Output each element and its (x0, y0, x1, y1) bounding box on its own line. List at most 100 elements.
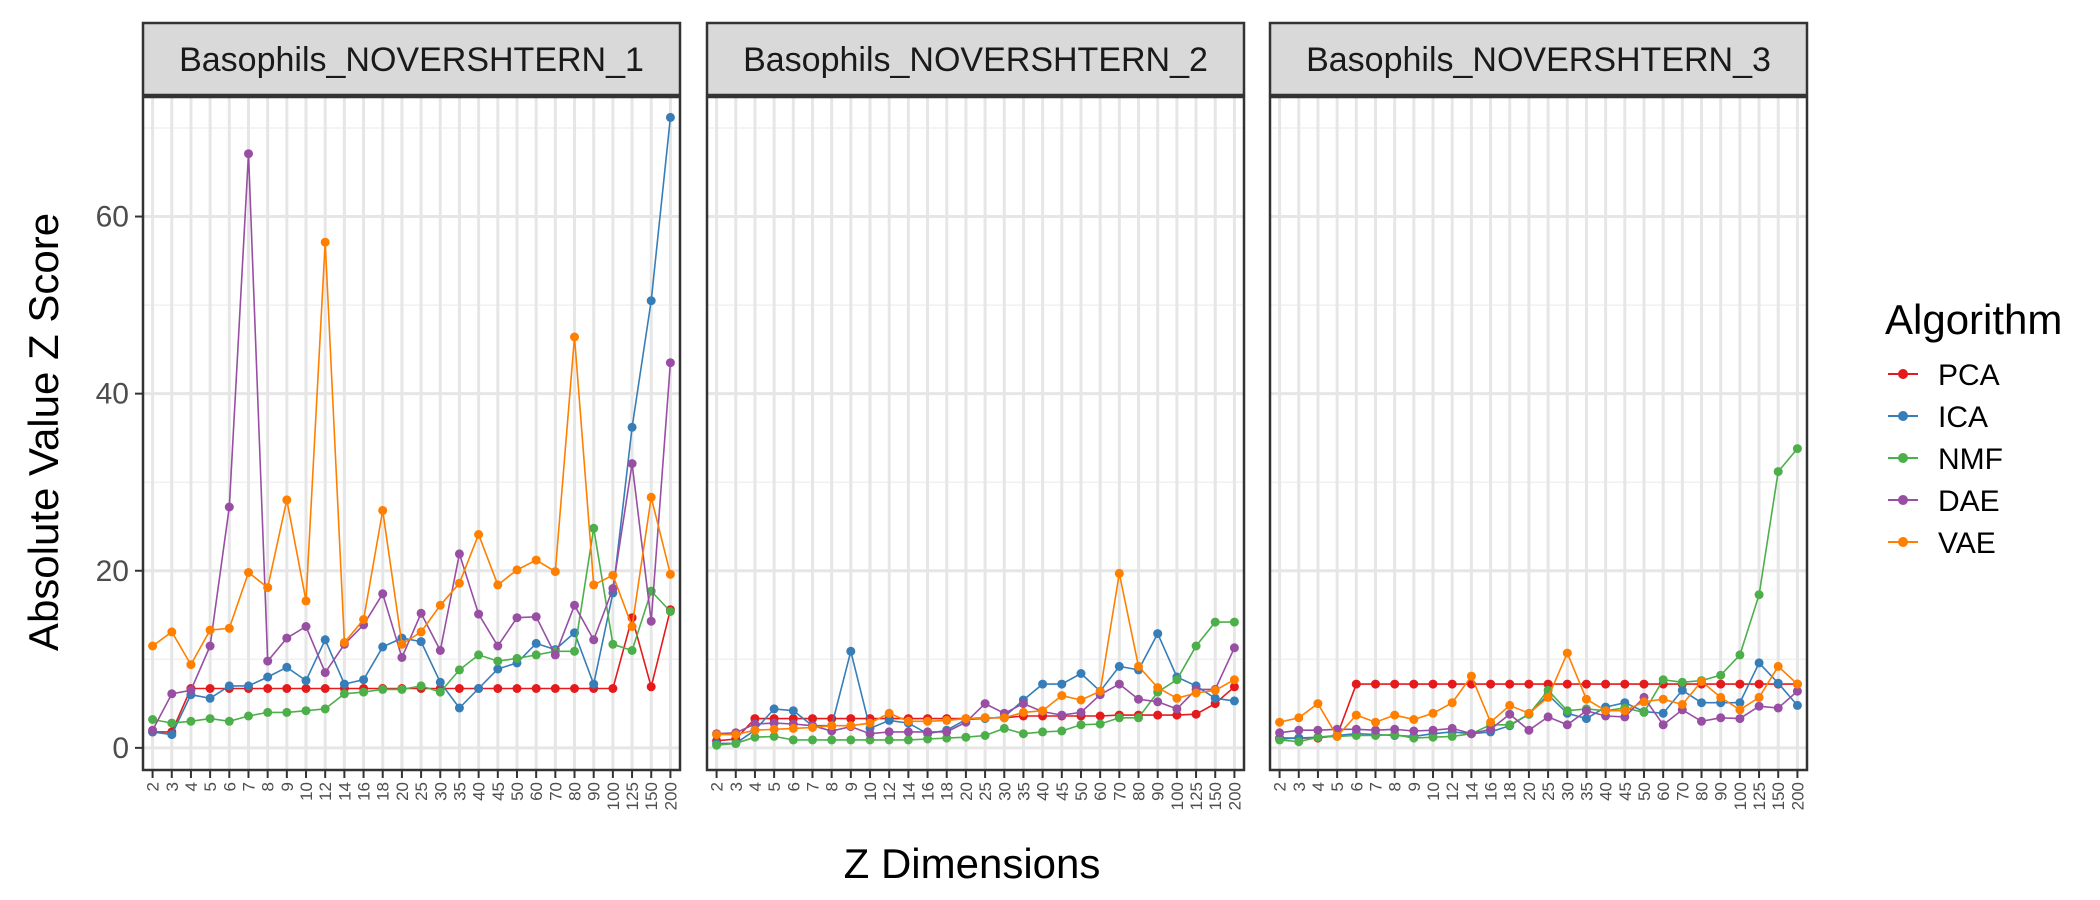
legend-label-dae: DAE (1938, 485, 2000, 518)
data-point-nmf (397, 684, 407, 694)
data-point-vae (769, 724, 779, 734)
data-point-dae (1524, 725, 1534, 735)
data-point-dae (1275, 728, 1285, 738)
data-point-pca (1543, 679, 1553, 689)
data-point-vae (1229, 675, 1239, 685)
data-point-dae (397, 653, 407, 662)
x-tick-label: 70 (1673, 782, 1692, 801)
series-line-vae (152, 242, 672, 667)
data-point-dae (627, 459, 637, 469)
data-point-vae (646, 492, 656, 502)
data-point-vae (493, 580, 503, 590)
x-tick-label: 7 (240, 782, 259, 791)
data-point-vae (1735, 705, 1745, 715)
data-point-pca (1581, 679, 1591, 689)
data-point-vae (435, 600, 445, 610)
data-point-nmf (1134, 713, 1143, 723)
data-point-ica (1153, 629, 1163, 639)
x-tick-label: 35 (1577, 782, 1596, 801)
data-point-nmf (531, 650, 541, 660)
data-point-vae (712, 730, 722, 740)
data-point-nmf (186, 716, 196, 726)
x-tick-label: 16 (1482, 782, 1501, 801)
data-point-vae (1581, 694, 1591, 704)
data-point-dae (205, 641, 215, 651)
data-point-dae (1134, 694, 1143, 704)
data-point-vae (359, 615, 369, 624)
x-tick-label: 20 (957, 782, 976, 801)
data-point-vae (1754, 692, 1764, 702)
data-point-nmf (1076, 720, 1086, 730)
data-point-nmf (1351, 731, 1361, 740)
data-point-vae (1428, 708, 1438, 718)
legend-key-point-nmf (1898, 453, 1908, 463)
data-point-ica (1038, 679, 1048, 689)
data-point-dae (1076, 707, 1086, 717)
data-point-ica (244, 681, 253, 691)
data-point-pca (1371, 679, 1380, 689)
data-point-pca (570, 684, 579, 693)
data-point-vae (903, 716, 913, 726)
data-point-vae (999, 713, 1009, 723)
facet-strip (705, 21, 1246, 97)
x-tick-label: 3 (727, 782, 746, 791)
x-tick-label: 50 (508, 782, 527, 801)
data-point-nmf (224, 716, 234, 726)
data-point-pca (493, 684, 503, 693)
data-point-nmf (1505, 720, 1515, 730)
data-point-vae (339, 638, 349, 647)
panel-border (705, 95, 1246, 772)
x-tick-label: 60 (527, 782, 546, 801)
x-tick-label: 45 (1616, 782, 1635, 801)
data-point-vae (1390, 710, 1400, 720)
data-point-dae (512, 613, 522, 623)
data-point-nmf (512, 653, 522, 663)
data-point-vae (1658, 694, 1668, 704)
data-point-nmf (301, 706, 311, 716)
data-point-ica (454, 703, 464, 713)
data-point-dae (550, 650, 560, 660)
data-point-vae (942, 715, 952, 725)
data-point-nmf (1313, 732, 1323, 742)
x-tick-label: 200 (1788, 782, 1807, 810)
data-point-nmf (712, 740, 722, 750)
data-point-pca (1351, 679, 1361, 689)
data-point-nmf (1229, 617, 1239, 627)
panels-layer: Basophils_NOVERSHTERN_12 3 4 5 6 7 8 9 10 12 14 16 1… (96, 21, 1809, 810)
data-point-ica (1697, 698, 1706, 708)
data-point-pca (846, 714, 856, 724)
legend-title: Algorithm (1885, 296, 2062, 343)
data-point-pca (608, 684, 618, 693)
data-point-vae (1095, 686, 1105, 696)
data-point-dae (769, 718, 779, 728)
data-point-dae (646, 616, 656, 626)
data-point-pca (1390, 679, 1400, 689)
y-tick-label: 0 (112, 732, 129, 765)
data-point-dae (980, 699, 990, 709)
data-point-nmf (416, 681, 426, 691)
data-point-ica (1754, 658, 1764, 668)
x-tick-label: 7 (804, 782, 823, 791)
data-point-pca (512, 684, 522, 693)
data-point-vae (1639, 697, 1649, 707)
data-point-nmf (378, 684, 388, 694)
data-point-dae (1716, 713, 1726, 723)
data-point-dae (1409, 726, 1419, 736)
data-point-nmf (282, 707, 292, 717)
data-point-vae (1562, 648, 1572, 658)
data-point-vae (1275, 717, 1285, 727)
data-point-dae (378, 589, 388, 599)
data-point-pca (531, 684, 541, 693)
x-tick-label: 80 (1130, 782, 1149, 801)
data-point-pca (1601, 679, 1611, 689)
data-point-ica (846, 646, 856, 656)
data-point-vae (961, 714, 971, 724)
x-tick-label: 9 (278, 782, 297, 791)
data-point-ica (589, 679, 599, 689)
x-tick-label: 12 (1443, 782, 1462, 801)
data-point-nmf (1773, 467, 1783, 477)
data-point-ica (627, 422, 637, 432)
data-point-pca (205, 684, 215, 693)
x-tick-label: 16 (919, 782, 938, 801)
legend-label-nmf: NMF (1938, 443, 2003, 476)
